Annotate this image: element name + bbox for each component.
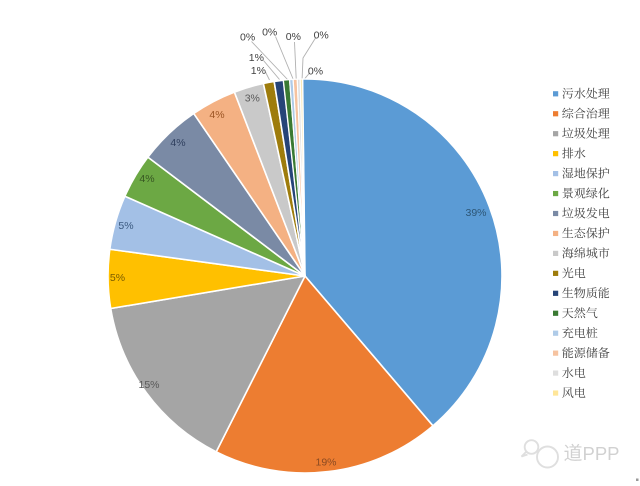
svg-text:0%: 0%	[286, 31, 301, 43]
svg-text:5%: 5%	[110, 272, 125, 284]
svg-text:4%: 4%	[209, 109, 224, 121]
svg-text:39%: 39%	[465, 207, 486, 219]
svg-text:1%: 1%	[249, 52, 264, 64]
svg-text:15%: 15%	[138, 379, 159, 391]
svg-text:PPP: PPP	[583, 443, 620, 464]
svg-text:0%: 0%	[262, 27, 277, 39]
svg-text:0%: 0%	[308, 65, 323, 77]
svg-text:0%: 0%	[240, 32, 255, 44]
svg-text:1%: 1%	[251, 65, 266, 77]
svg-text:5%: 5%	[118, 220, 133, 232]
svg-text:3%: 3%	[245, 92, 260, 104]
svg-text:4%: 4%	[170, 137, 185, 149]
svg-text:0%: 0%	[314, 30, 329, 42]
svg-text:19%: 19%	[315, 456, 336, 468]
svg-text:4%: 4%	[139, 173, 154, 185]
